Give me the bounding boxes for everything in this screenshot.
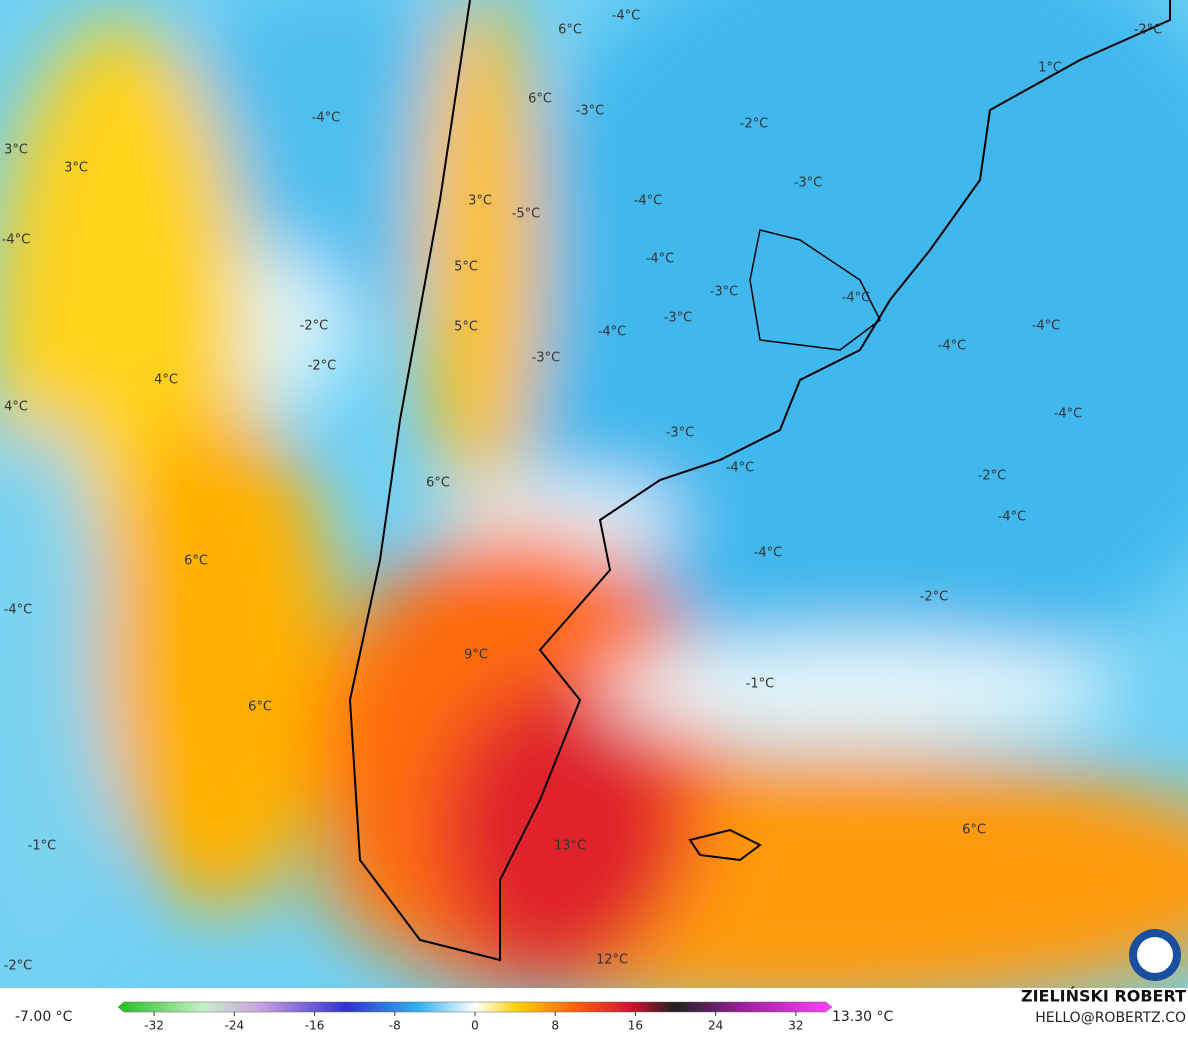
temperature-label: -4°C (598, 325, 627, 340)
colorbar-tick-label: 16 (628, 1019, 643, 1033)
credit-contact: HELLO@ROBERTZ.CO (1035, 1010, 1186, 1026)
colorbar-tick-label: 8 (551, 1019, 559, 1033)
temperature-label: -2°C (308, 359, 337, 374)
temperature-label: -3°C (794, 176, 823, 191)
colorbar-tick-label: -16 (305, 1019, 325, 1033)
temperature-label: 13°C (554, 839, 586, 854)
temperature-label: -2°C (300, 319, 329, 334)
temperature-label: -4°C (726, 461, 755, 476)
temperature-label: 3°C (468, 194, 492, 209)
temperature-label: 12°C (596, 953, 628, 968)
temperature-label: -4°C (4, 603, 33, 618)
temperature-label: -2°C (1134, 23, 1163, 38)
temperature-label: -2°C (978, 469, 1007, 484)
temperature-label: -4°C (998, 510, 1027, 525)
temperature-label: -4°C (312, 111, 341, 126)
temperature-label: 6°C (426, 476, 450, 491)
temperature-label: -3°C (710, 285, 739, 300)
temperature-label: -5°C (512, 207, 541, 222)
colorbar-tick-label: -32 (144, 1019, 164, 1033)
temperature-label: -2°C (4, 959, 33, 974)
temperature-label: -4°C (634, 194, 663, 209)
temperature-label: -3°C (532, 351, 561, 366)
temperature-label: -4°C (754, 546, 783, 561)
temperature-label: -2°C (740, 117, 769, 132)
temperature-label: -3°C (664, 311, 693, 326)
temperature-label: 6°C (962, 823, 986, 838)
temperature-label: 6°C (248, 700, 272, 715)
colorbar-max: 13.30 °C (832, 1009, 894, 1025)
temperature-label: -4°C (938, 339, 967, 354)
noaa-logo-inner (1137, 937, 1173, 973)
temperature-label: -4°C (1054, 407, 1083, 422)
temperature-labels: -4°C 6°C -2°C 1°C 6°C -3°C -4°C -2°C 3°C 3°C -3°C 3… (2, 9, 1163, 974)
temperature-label: 1°C (1038, 61, 1062, 76)
temperature-label: 4°C (4, 400, 28, 415)
colorbar (117, 1001, 833, 1013)
temperature-label: 5°C (454, 320, 478, 335)
colorbar-tick-label: -8 (389, 1019, 401, 1033)
temperature-field (0, 0, 1188, 988)
temperature-label: -2°C (920, 590, 949, 605)
temperature-label: -4°C (2, 233, 31, 248)
temperature-label: -1°C (28, 839, 57, 854)
temperature-label: -4°C (612, 9, 641, 24)
temperature-label: 6°C (184, 554, 208, 569)
temperature-label: -3°C (576, 104, 605, 119)
colorbar-tick-label: 24 (708, 1019, 723, 1033)
temperature-label: 3°C (4, 143, 28, 158)
temperature-label: -4°C (646, 252, 675, 267)
temperature-label: 6°C (558, 23, 582, 38)
colorbar-min: -7.00 °C (15, 1009, 73, 1025)
colorbar-tick-label: -24 (225, 1019, 245, 1033)
temperature-label: 3°C (64, 161, 88, 176)
temperature-label: 9°C (464, 648, 488, 663)
temperature-label: -3°C (666, 426, 695, 441)
credit-name: ZIELIŃSKI ROBERT (1021, 987, 1186, 1006)
colorbar-tick-label: 32 (788, 1019, 803, 1033)
temperature-label: -4°C (842, 291, 871, 306)
colorbar-tick-label: 0 (471, 1019, 479, 1033)
temperature-label: -4°C (1032, 319, 1061, 334)
temperature-label: 4°C (154, 373, 178, 388)
temperature-label: 5°C (454, 260, 478, 275)
temperature-label: 6°C (528, 92, 552, 107)
temperature-label: -1°C (746, 677, 775, 692)
